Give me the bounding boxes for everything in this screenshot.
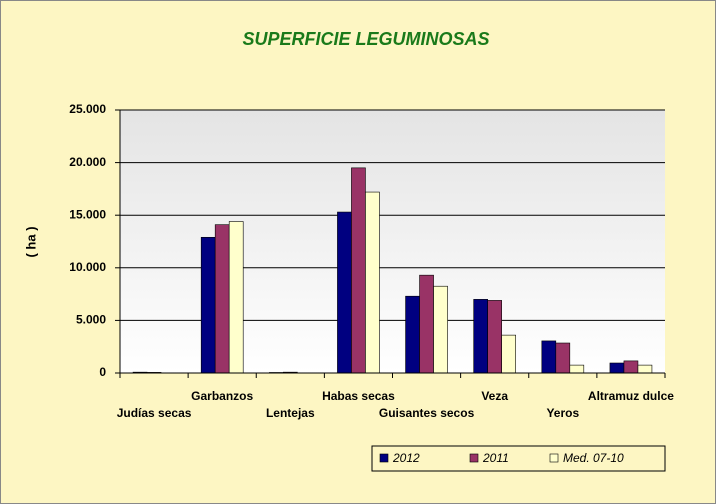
y-tick-label: 5.000 <box>76 313 106 327</box>
legend-box <box>371 445 666 472</box>
bar <box>555 342 571 374</box>
legend-label: 2011 <box>482 451 509 465</box>
bar <box>487 300 502 374</box>
legend-label: Med. 07-10 <box>563 451 624 465</box>
bar <box>228 221 244 374</box>
y-tick-label: 25.000 <box>69 102 106 116</box>
legend-swatch <box>469 453 479 463</box>
x-tick-label: Habas secas <box>322 389 395 403</box>
y-axis-label: ( ha ) <box>23 226 38 257</box>
y-tick-label: 20.000 <box>69 155 106 169</box>
bar <box>541 340 557 374</box>
bar <box>501 334 516 374</box>
bar <box>351 167 366 374</box>
x-tick-label: Judías secas <box>117 406 192 420</box>
legend-swatch <box>379 453 389 463</box>
bar <box>623 360 639 374</box>
bar <box>609 362 625 374</box>
y-tick-label: 10.000 <box>69 260 106 274</box>
bar <box>473 299 488 374</box>
bar <box>419 274 434 374</box>
bar <box>433 285 448 374</box>
bar <box>569 364 585 374</box>
bar <box>637 364 653 374</box>
bar <box>337 211 352 374</box>
bar <box>405 295 420 374</box>
y-tick-label: 15.000 <box>69 207 106 221</box>
bar <box>214 224 230 374</box>
legend-swatch <box>549 453 559 463</box>
x-tick-label: Veza <box>481 389 508 403</box>
x-tick-label: Garbanzos <box>191 389 253 403</box>
x-tick-label: Altramuz dulce <box>588 389 674 403</box>
legend-label: 2012 <box>392 451 420 465</box>
x-tick-label: Lentejas <box>266 406 315 420</box>
x-tick-label: Yeros <box>546 406 579 420</box>
bar <box>200 236 216 374</box>
y-tick-label: 0 <box>99 365 106 379</box>
x-tick-label: Guisantes secos <box>379 406 475 420</box>
bar <box>365 191 380 374</box>
chart-title: SUPERFICIE LEGUMINOSAS <box>242 29 489 49</box>
